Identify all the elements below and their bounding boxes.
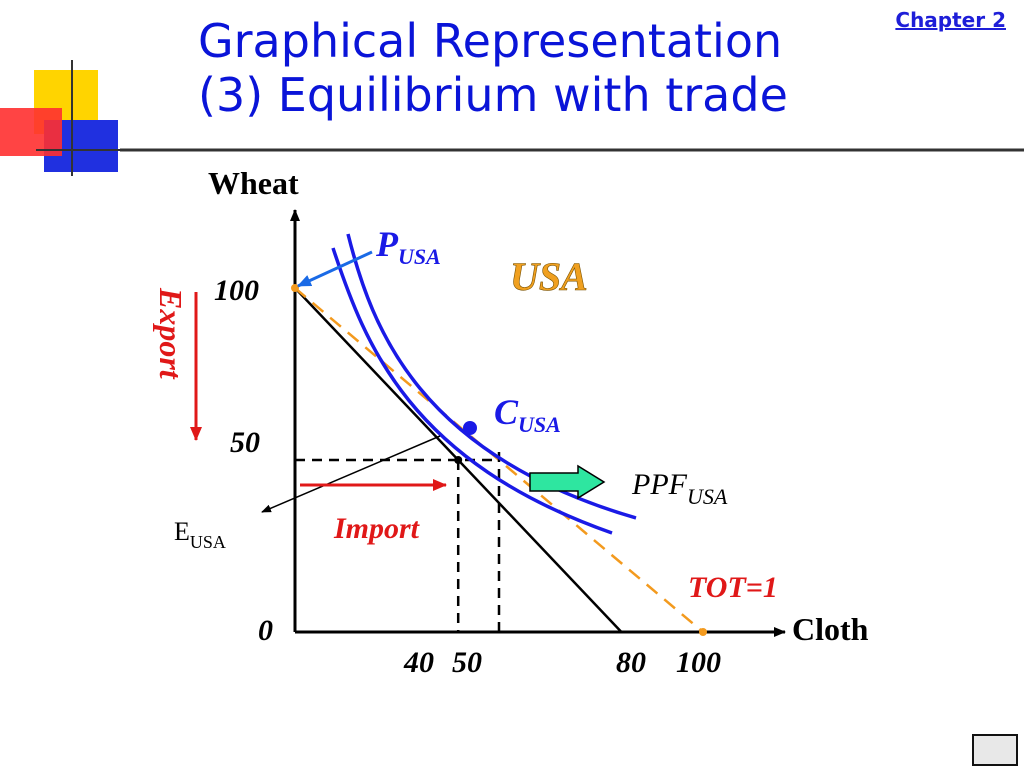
- tot-end-point: [699, 628, 707, 636]
- tick-x-80: 80: [616, 646, 646, 679]
- decorative-logo: [0, 60, 140, 176]
- export-label: Export: [153, 287, 189, 380]
- import-label: Import: [333, 512, 421, 545]
- equilibrium-point: [454, 456, 463, 464]
- consumption-point-label: CUSA: [494, 392, 561, 437]
- production-point-label: PUSA: [375, 224, 441, 269]
- tick-y-100: 100: [214, 274, 259, 307]
- indifference-curve-lower: [331, 247, 613, 535]
- production-point-pointer: [297, 250, 373, 288]
- tick-x-50: 50: [452, 646, 482, 679]
- tick-y-50: 50: [230, 426, 260, 459]
- equilibrium-pointer: [261, 435, 441, 513]
- consumption-point: [463, 421, 477, 435]
- slide-title-line2: (3) Equilibrium with trade: [198, 68, 788, 122]
- tot-label: TOT=1: [688, 571, 778, 604]
- tick-x-40: 40: [403, 646, 434, 679]
- tick-x-100: 100: [676, 646, 721, 679]
- country-label: USA: [510, 254, 588, 299]
- chapter-link[interactable]: Chapter 2: [895, 8, 1006, 32]
- previous-slide-button[interactable]: [972, 734, 1018, 766]
- y-axis-label: Wheat: [208, 165, 299, 201]
- ppf-pointer-arrow-icon: [529, 464, 606, 500]
- ppf-label: PPFUSA: [631, 468, 728, 509]
- equilibrium-point-label: EUSA: [174, 517, 226, 552]
- production-point: [291, 284, 299, 292]
- x-axis-label: Cloth: [792, 611, 869, 647]
- slide-title: Graphical Representation (3) Equilibrium…: [198, 14, 788, 122]
- slide-title-line1: Graphical Representation: [198, 14, 783, 68]
- origin-label: 0: [258, 614, 273, 647]
